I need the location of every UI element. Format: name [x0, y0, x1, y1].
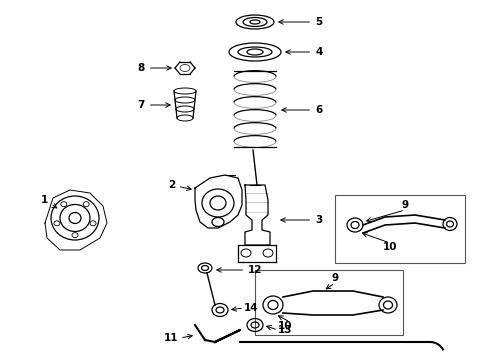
Text: 14: 14	[244, 303, 259, 313]
Text: 10: 10	[383, 242, 397, 252]
Text: 3: 3	[281, 215, 322, 225]
Text: 5: 5	[279, 17, 322, 27]
Text: 12: 12	[217, 265, 263, 275]
Text: 1: 1	[41, 195, 57, 208]
Text: 2: 2	[168, 180, 191, 190]
Text: 10: 10	[278, 321, 292, 331]
Text: 11: 11	[164, 333, 178, 343]
Text: 9: 9	[331, 273, 339, 283]
Text: 6: 6	[282, 105, 322, 115]
Text: 8: 8	[138, 63, 171, 73]
Text: 4: 4	[286, 47, 322, 57]
Bar	[335, 195, 465, 263]
Text: 13: 13	[278, 325, 293, 335]
Text: 9: 9	[401, 200, 409, 210]
Bar	[255, 270, 403, 335]
Text: 7: 7	[138, 100, 170, 110]
